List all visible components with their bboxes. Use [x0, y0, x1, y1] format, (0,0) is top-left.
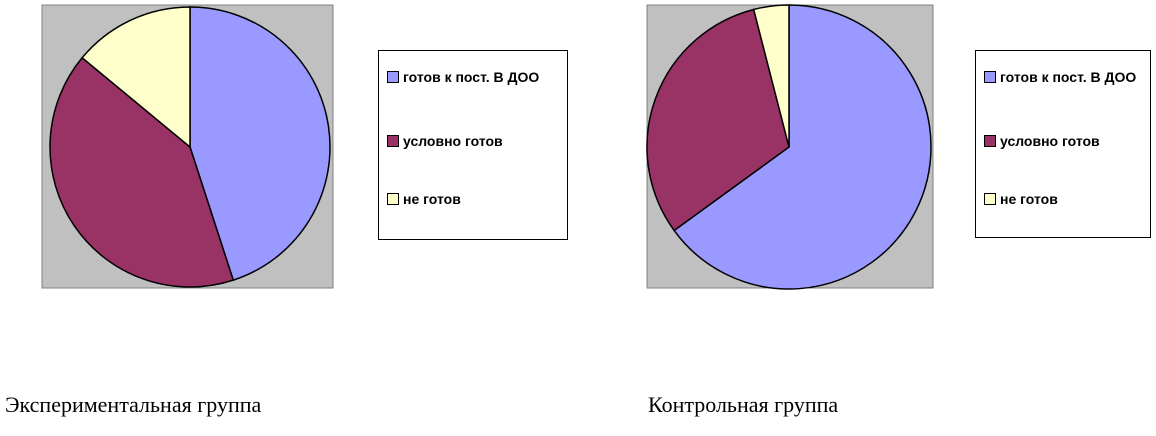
legend-entry: готов к пост. В ДОО — [387, 65, 563, 89]
legend-label: не готов — [403, 191, 461, 207]
legend-label: условно готов — [403, 133, 503, 149]
legend: готов к пост. В ДОО условно готов не готов — [975, 50, 1151, 238]
pie-slice — [49, 56, 235, 288]
pie-slice — [81, 6, 191, 149]
chart-caption: Контрольная группа — [648, 392, 839, 417]
legend-swatch — [387, 193, 399, 205]
pie-slice — [752, 4, 790, 148]
legend-entry: условно готов — [984, 129, 1146, 153]
legend-label: не готов — [1000, 191, 1058, 207]
legend-entry: не готов — [984, 187, 1146, 211]
legend-entry: не готов — [387, 187, 563, 211]
legend-label: готов к пост. В ДОО — [403, 69, 540, 85]
legend: готов к пост. В ДОО условно готов не готов — [378, 50, 568, 240]
legend-swatch — [984, 71, 996, 83]
pie-slice — [673, 4, 932, 290]
legend-label: условно готов — [1000, 133, 1100, 149]
legend-swatch — [984, 193, 996, 205]
pie-slice — [189, 6, 331, 282]
legend-swatch — [984, 135, 996, 147]
legend-label: готов к пост. В ДОО — [1000, 69, 1137, 85]
legend-swatch — [387, 135, 399, 147]
legend-entry: условно готов — [387, 129, 563, 153]
legend-swatch — [387, 71, 399, 83]
pie-slice — [646, 8, 790, 232]
legend-entry: готов к пост. В ДОО — [984, 65, 1146, 89]
chart-caption: Экспериментальная группа — [5, 392, 262, 417]
